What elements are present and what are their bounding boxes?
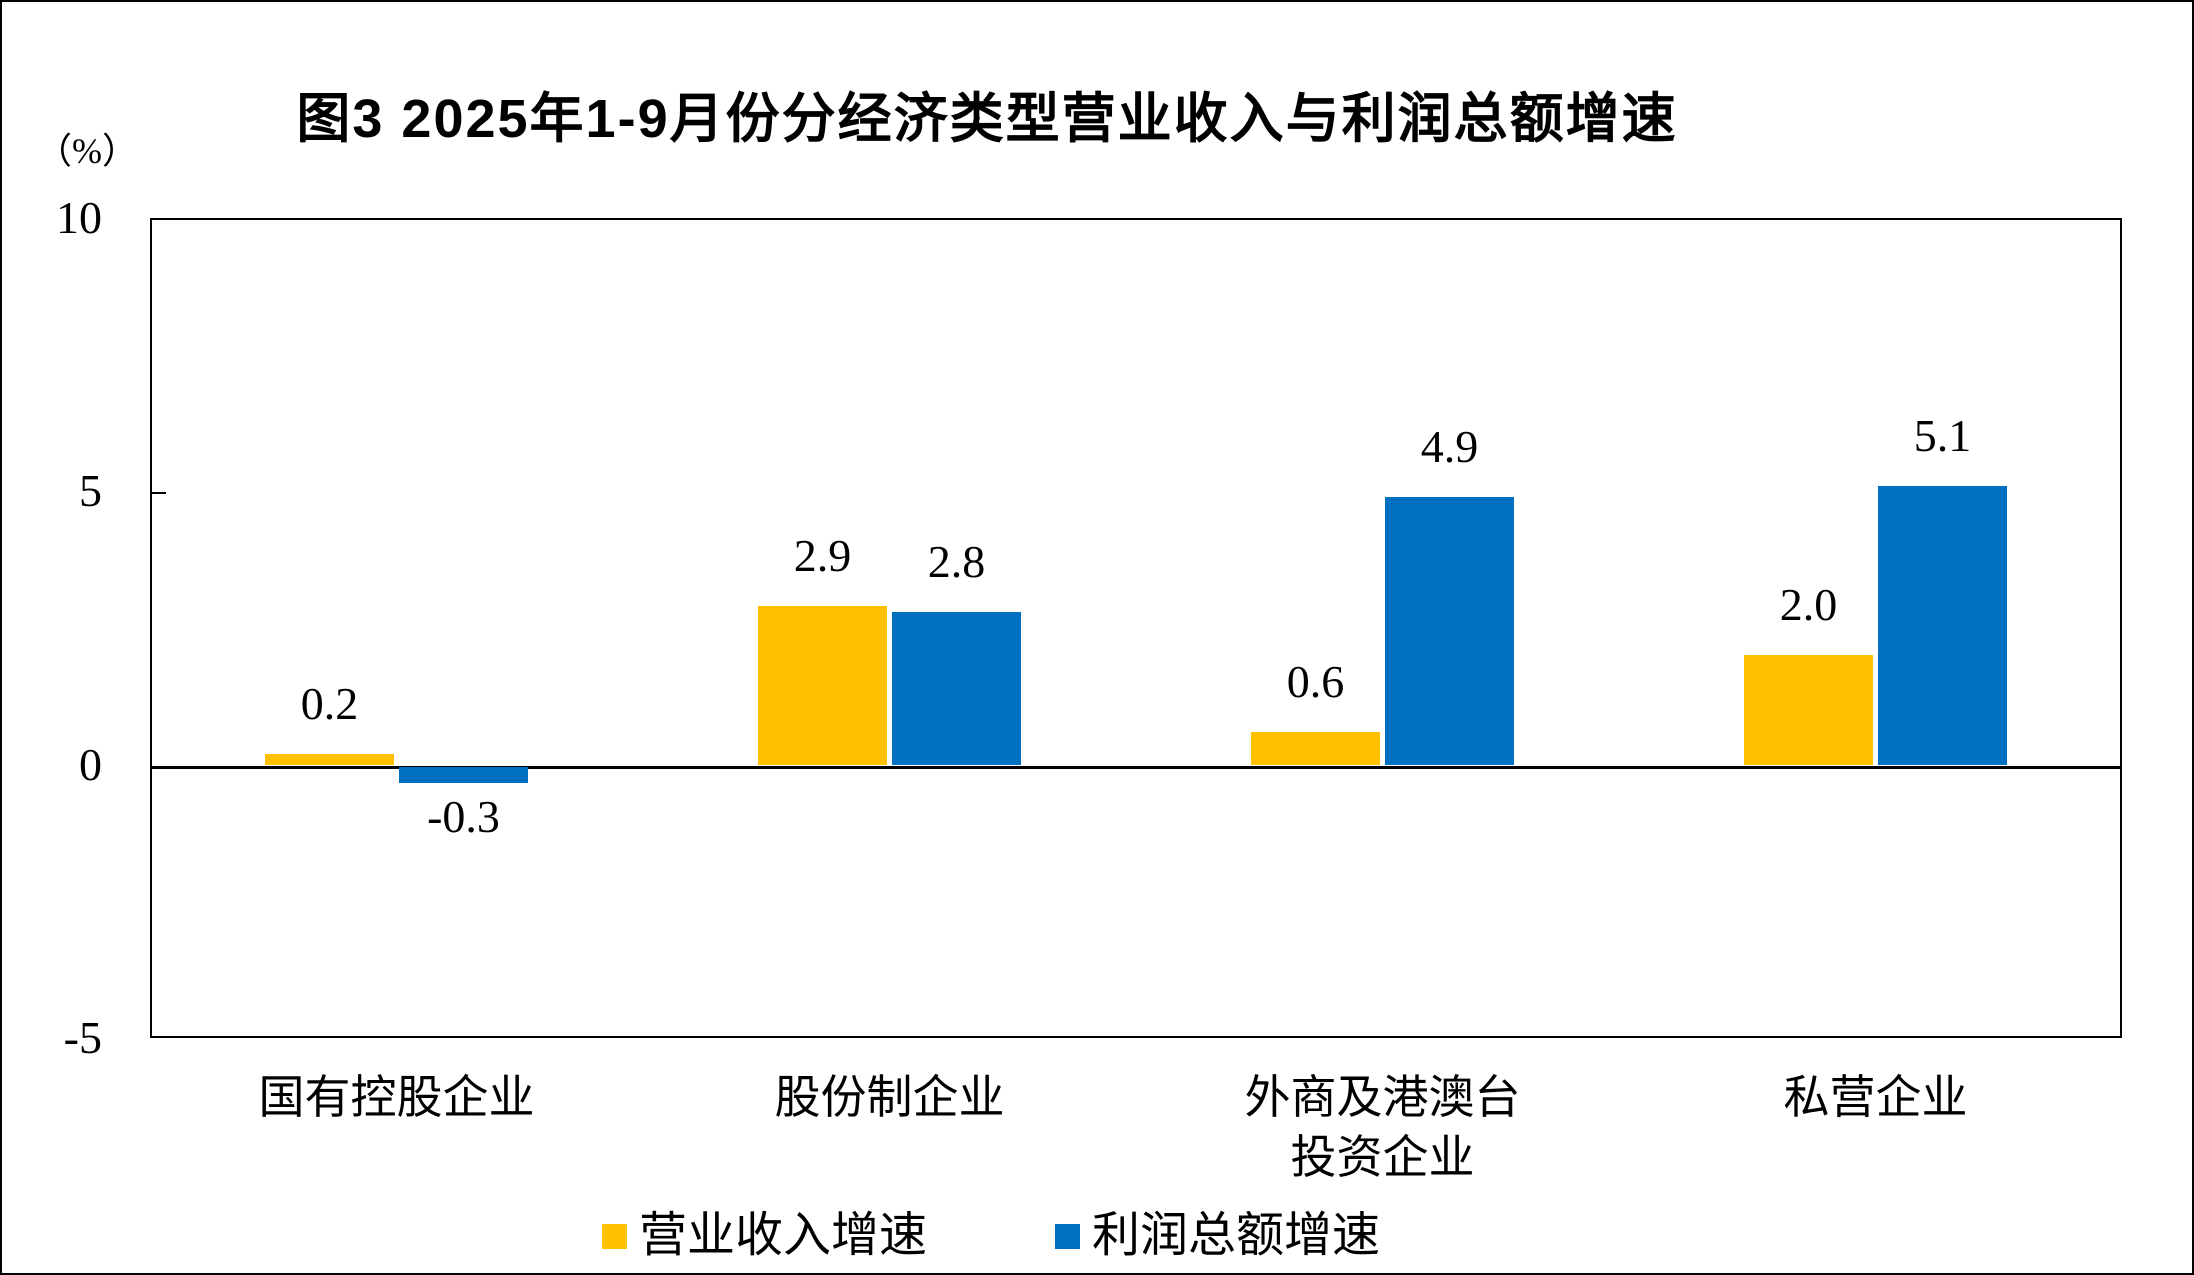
category-label-line: 投资企业: [1290, 1132, 1475, 1183]
y-axis-label-5: 5: [79, 465, 102, 517]
bar-value-label: 4.9: [1420, 420, 1479, 472]
bar-value-label: 5.1: [1913, 409, 1972, 461]
category-label-line: 私营企业: [1783, 1072, 1968, 1123]
legend-item-利润总额增速: 利润总额增速: [1055, 1210, 1380, 1262]
category-label-0: 国有控股企业: [150, 1068, 643, 1128]
bar-利润总额增速-1: [892, 611, 1021, 765]
plot-area: [150, 218, 2122, 1038]
bar-营业收入增速-2: [1251, 731, 1380, 765]
category-label-line: 股份制企业: [774, 1072, 1005, 1123]
legend-label: 利润总额增速: [1092, 1209, 1381, 1262]
y-axis-label-0: 0: [79, 738, 102, 790]
bar-利润总额增速-3: [1878, 485, 2007, 765]
category-label-line: 外商及港澳台: [1244, 1072, 1521, 1123]
bar-营业收入增速-0: [265, 753, 394, 765]
category-label-1: 股份制企业: [643, 1068, 1136, 1128]
legend-label: 营业收入增速: [639, 1209, 928, 1262]
y-axis-label--5: -5: [63, 1012, 102, 1063]
legend-item-营业收入增速: 营业收入增速: [602, 1210, 927, 1262]
bar-营业收入增速-1: [758, 606, 887, 765]
legend-swatch-icon: [1055, 1223, 1081, 1249]
y-axis-unit-label: （%）: [36, 131, 138, 171]
bar-利润总额增速-0: [399, 766, 528, 784]
bar-营业收入增速-3: [1744, 655, 1873, 765]
category-label-line: 国有控股企业: [258, 1072, 535, 1123]
bar-value-label: -0.3: [427, 791, 500, 843]
legend: 营业收入增速 利润总额增速: [602, 1210, 1380, 1262]
bar-value-label: 0.6: [1286, 655, 1345, 707]
y-axis-tick-5: [152, 492, 166, 495]
chart-title: 图3 2025年1-9月份分经济类型营业收入与利润总额增速: [296, 89, 1678, 149]
category-label-2: 外商及港澳台 投资企业: [1136, 1068, 1629, 1188]
bar-value-label: 0.2: [300, 677, 359, 729]
legend-swatch-icon: [602, 1223, 627, 1249]
zero-axis-line: [152, 765, 2120, 769]
category-label-3: 私营企业: [1629, 1068, 2122, 1128]
bar-利润总额增速-2: [1385, 496, 1514, 765]
bar-value-label: 2.8: [927, 535, 986, 587]
bar-value-label: 2.0: [1779, 579, 1838, 631]
y-axis-label-10: 10: [56, 192, 102, 243]
bar-value-label: 2.9: [793, 530, 852, 582]
